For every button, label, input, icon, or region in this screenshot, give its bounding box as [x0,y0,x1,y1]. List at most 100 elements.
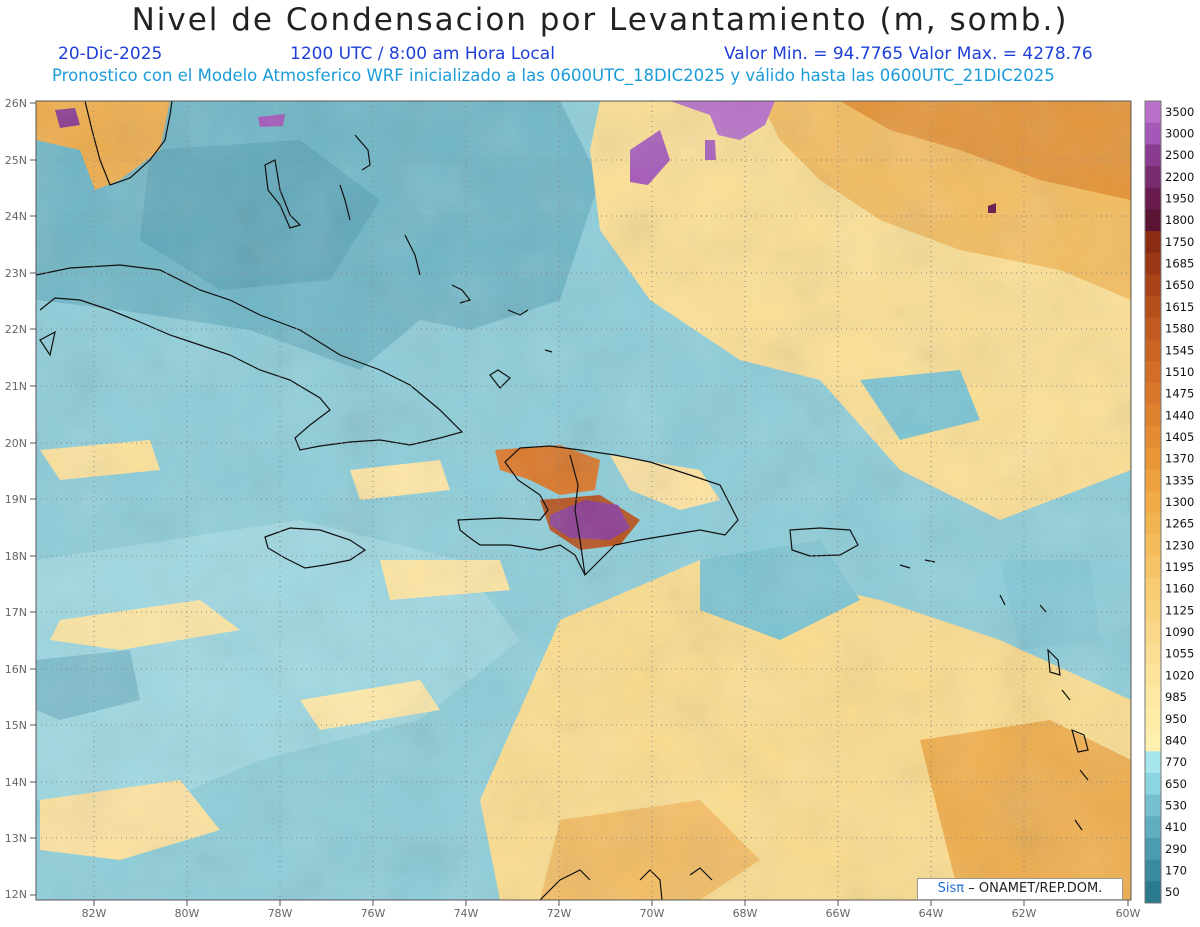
colorbar-swatch [1145,556,1161,579]
forecast-date: 20-Dic-2025 [58,44,163,64]
lon-label: 74W [454,907,479,920]
lon-label: 66W [826,907,851,920]
map-title: Nivel de Condensacion por Levantamiento … [131,2,1069,38]
colorbar-swatch [1145,317,1161,340]
colorbar-swatch [1145,209,1161,232]
coast-puerto-rico [789,527,859,557]
colorbar-label: 770 [1165,755,1187,769]
lon-label: 68W [733,907,758,920]
lon-label: 70W [640,907,665,920]
field-layer [36,101,1131,900]
colorbar-label: 950 [1165,712,1187,726]
lat-label: 16N [5,663,27,676]
colorbar-label: 1300 [1165,495,1194,509]
colorbar-label: 1950 [1165,192,1194,206]
colorbar-label: 1160 [1165,582,1194,596]
lat-label: 14N [5,776,27,789]
lat-label: 21N [5,380,27,393]
colorbar-label: 1265 [1165,517,1194,531]
colorbar-label: 1510 [1165,365,1194,379]
lon-label: 62W [1012,907,1037,920]
colorbar-swatch [1145,166,1161,189]
lat-label: 24N [5,210,27,223]
lon-label: 64W [919,907,944,920]
colorbar-label: 1440 [1165,408,1194,422]
lat-label: 20N [5,437,27,450]
colorbar-label: 1685 [1165,257,1194,271]
colorbar-swatch [1145,881,1161,904]
map-frame [35,100,1132,901]
min-max-values: Valor Min. = 94.7765 Valor Max. = 4278.7… [724,44,1093,64]
colorbar-frame [1144,100,1162,904]
colorbar-swatch [1145,426,1161,449]
latitude-labels: 26N 25N 24N 23N 22N 21N 20N 19N 18N 17N … [5,97,27,901]
colorbar-swatch [1145,447,1161,470]
lat-ticks [30,102,36,896]
lat-label: 22N [5,323,27,336]
coastlines [36,101,1089,900]
colorbar-label: 1020 [1165,668,1194,682]
colorbar-swatch [1145,122,1161,145]
coast-hispaniola [457,445,739,577]
colorbar-label: 1405 [1165,430,1194,444]
forecast-time: 1200 UTC / 8:00 am Hora Local [290,44,555,64]
colorbar-swatch [1145,296,1161,319]
colorbar-swatch [1145,794,1161,817]
colorbar-label: 840 [1165,733,1187,747]
colorbar-swatch [1145,252,1161,275]
lat-label: 15N [5,719,27,732]
lon-label: 80W [175,907,200,920]
colorbar-swatch [1145,491,1161,514]
colorbar-label: 1090 [1165,625,1194,639]
colorbar-swatch [1145,599,1161,622]
lon-label: 78W [268,907,293,920]
colorbar-label: 3000 [1165,127,1194,141]
colorbar-label: 1125 [1165,603,1194,617]
lon-label: 72W [547,907,572,920]
lat-label: 12N [5,888,27,901]
colorbar-label: 1055 [1165,647,1194,661]
colorbar-swatch [1145,751,1161,774]
colorbar-label: 170 [1165,863,1187,877]
colorbar-label: 50 [1165,885,1180,899]
colorbar-swatch [1145,101,1161,124]
colorbar-swatch [1145,837,1161,861]
colorbar-label: 1230 [1165,538,1194,552]
colorbar-swatch [1145,859,1161,882]
colorbar-swatch [1145,729,1161,752]
longitude-labels: 82W 80W 78W 76W 74W 72W 70W 68W 66W 64W … [82,907,1141,920]
colorbar-swatch [1145,642,1161,665]
lat-label: 25N [5,154,27,167]
colorbar-label: 1650 [1165,278,1194,292]
colorbar-label: 1545 [1165,343,1194,357]
coast-jamaica [264,527,367,569]
colorbar: 3500 3000 2500 2200 1950 1800 1750 1685 1650 1615… [1144,100,1194,904]
colorbar-swatch [1145,772,1161,796]
lon-ticks [93,900,1129,906]
lat-label: 23N [5,267,27,280]
colorbar-label: 2500 [1165,148,1194,162]
lon-label: 82W [82,907,107,920]
colorbar-swatch [1145,339,1161,362]
colorbar-label: 1370 [1165,452,1194,466]
colorbar-label: 1750 [1165,235,1194,249]
colorbar-swatch [1145,621,1161,644]
colorbar-swatch [1145,664,1161,687]
colorbar-label: 3500 [1165,105,1194,119]
colorbar-label: 1195 [1165,560,1194,574]
colorbar-label: 1615 [1165,300,1194,314]
colorbar-swatch [1145,512,1161,535]
colorbar-swatch [1145,469,1161,492]
colorbar-label: 530 [1165,798,1187,812]
colorbar-swatch [1145,382,1161,405]
lat-label: 26N [5,97,27,110]
colorbar-swatch [1145,187,1161,210]
colorbar-label: 2200 [1165,170,1194,184]
lon-label: 76W [361,907,386,920]
lat-label: 17N [5,606,27,619]
lat-label: 19N [5,493,27,506]
lat-label: 18N [5,550,27,563]
colorbar-swatch [1145,534,1161,557]
credit-text: – ONAMET/REP.DOM. [968,881,1103,896]
